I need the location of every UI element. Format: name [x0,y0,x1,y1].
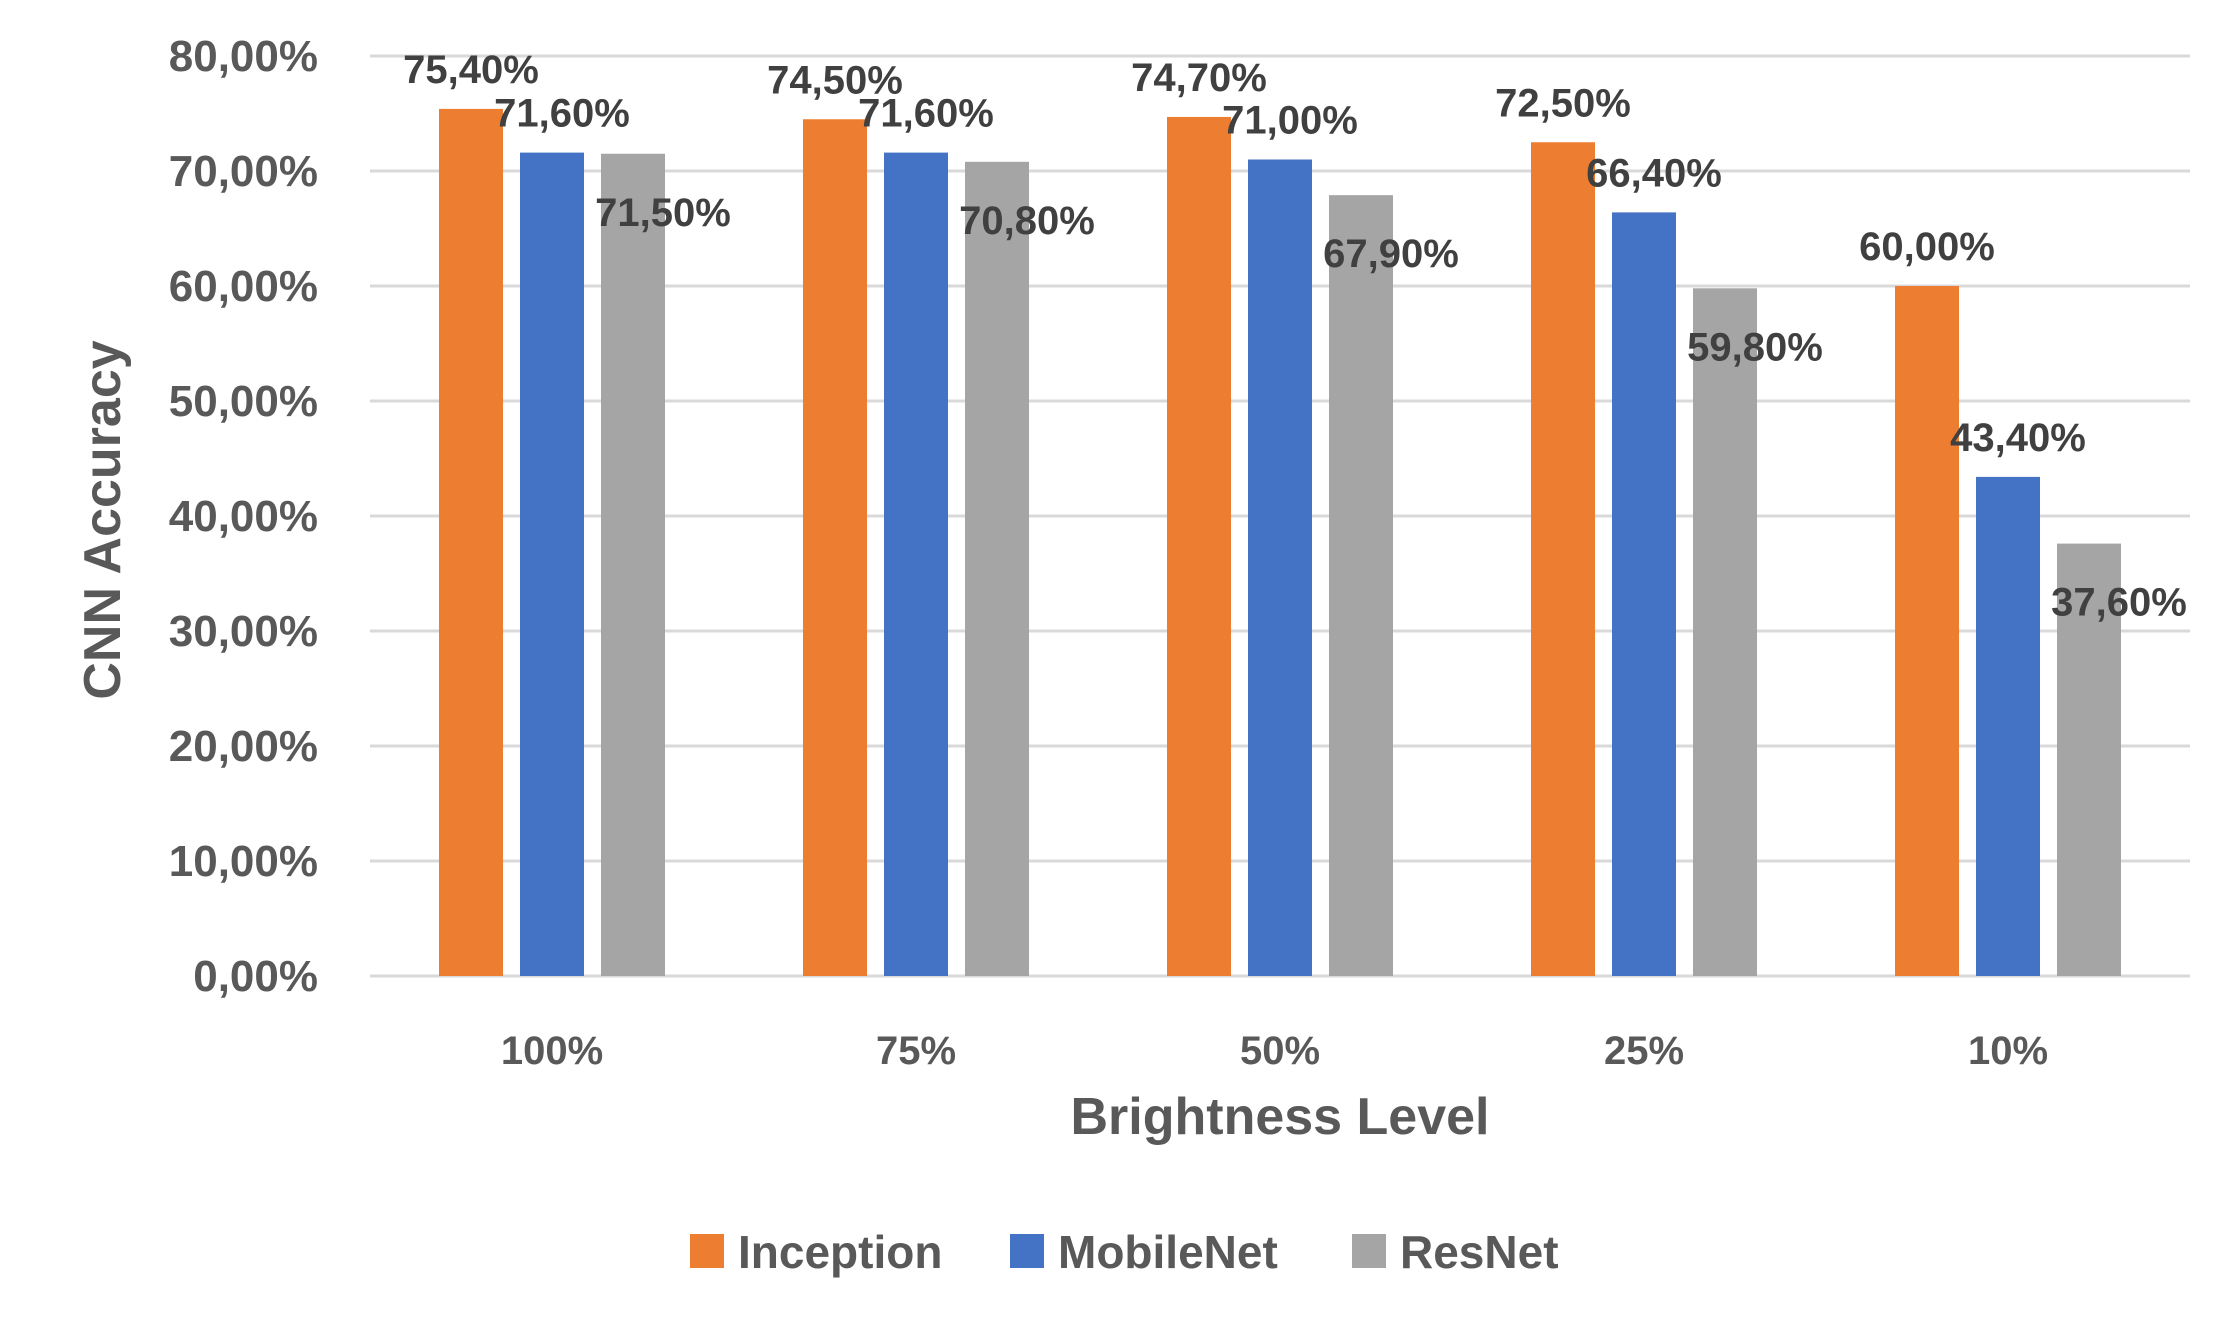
x-tick-label: 10% [1968,1029,2048,1073]
bars [439,108,2121,977]
bar-mobilenet-100pct [520,152,584,977]
bar-mobilenet-25pct [1612,212,1676,976]
bar-inception-75pct [803,119,867,976]
data-label: 60,00% [1859,225,1995,269]
y-tick-label: 30,00% [169,607,318,656]
legend-label: MobileNet [1058,1226,1278,1278]
y-tick-label: 60,00% [169,262,318,311]
data-label: 71,50% [595,191,731,235]
bar-mobilenet-10pct [1976,476,2040,976]
bar-inception-100pct [439,108,503,976]
y-tick-label: 10,00% [169,837,318,886]
data-label: 70,80% [959,199,1095,243]
bar-resnet-100pct [601,153,665,976]
legend-label: Inception [738,1226,942,1278]
y-tick-label: 80,00% [169,32,318,81]
y-tick-label: 0,00% [193,952,318,1001]
bar-resnet-10pct [2057,543,2121,976]
y-tick-label: 50,00% [169,377,318,426]
x-tick-label: 50% [1240,1029,1320,1073]
data-label: 74,70% [1131,56,1267,100]
y-tick-label: 40,00% [169,492,318,541]
x-tick-label: 75% [876,1029,956,1073]
data-label: 72,50% [1495,81,1631,125]
bar-inception-25pct [1531,142,1595,976]
data-label: 66,40% [1586,151,1722,195]
legend-item-inception: Inception [690,1226,942,1278]
legend-swatch [1352,1234,1386,1268]
y-axis-title: CNN Accuracy [74,340,132,699]
legend-label: ResNet [1400,1226,1559,1278]
x-axis-title: Brightness Level [1070,1088,1489,1146]
legend-swatch [690,1234,724,1268]
y-tick-label: 20,00% [169,722,318,771]
data-label: 71,60% [858,92,994,136]
y-axis-ticks: 0,00% 10,00% 20,00% 30,00% 40,00% 50,00% 60,00… [169,32,318,1001]
data-label: 59,80% [1687,325,1823,369]
bar-mobilenet-50pct [1248,159,1312,976]
data-label: 75,40% [403,48,539,92]
legend-swatch [1010,1234,1044,1268]
bar-resnet-25pct [1693,288,1757,976]
data-label: 74,50% [767,58,903,102]
x-tick-label: 25% [1604,1029,1684,1073]
bar-resnet-75pct [965,161,1029,977]
bar-mobilenet-75pct [884,152,948,977]
data-label: 71,60% [494,92,630,136]
legend-item-mobilenet: MobileNet [1010,1226,1278,1278]
data-label: 67,90% [1323,232,1459,276]
data-label: 43,40% [1950,416,2086,460]
legend-item-resnet: ResNet [1352,1226,1559,1278]
data-label: 71,00% [1222,99,1358,143]
legend: Inception MobileNet ResNet [690,1226,1559,1278]
bar-inception-10pct [1895,286,1959,976]
x-tick-label: 100% [501,1029,603,1073]
bar-inception-50pct [1167,116,1231,976]
x-axis-ticks: 100% 75% 50% 25% 10% [501,1029,2048,1073]
y-tick-label: 70,00% [169,147,318,196]
data-label: 37,60% [2051,581,2187,625]
bar-resnet-50pct [1329,195,1393,976]
data-labels: 75,40%71,60%71,50%74,50%71,60%70,80%74,7… [403,48,2187,625]
